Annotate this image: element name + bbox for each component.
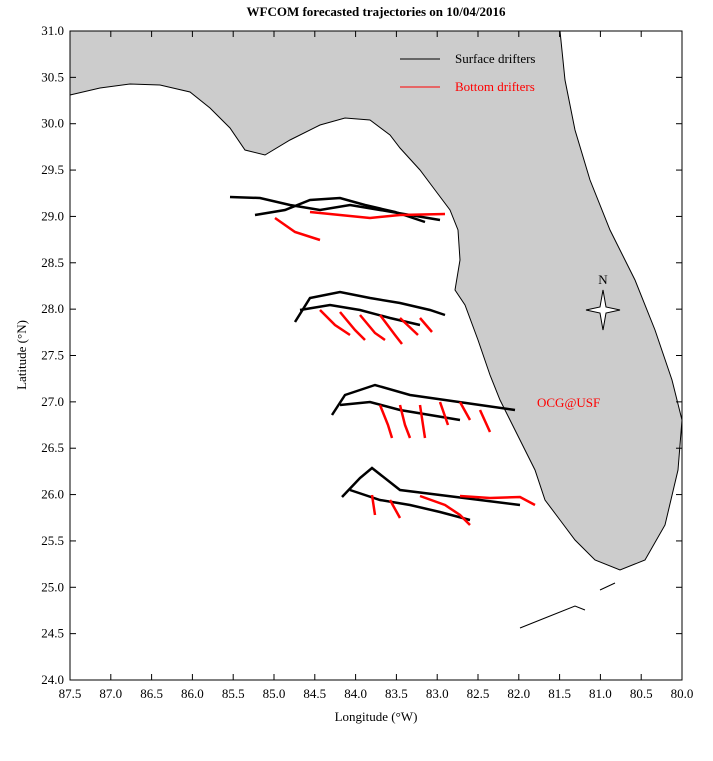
annotation: OCG@USF <box>537 395 600 410</box>
x-tick-label: 84.0 <box>344 686 367 701</box>
x-tick-label: 85.0 <box>263 686 286 701</box>
keys <box>519 582 616 629</box>
compass-label: N <box>598 272 608 287</box>
y-tick-label: 24.0 <box>41 672 64 687</box>
x-tick-label: 83.0 <box>426 686 449 701</box>
legend-label: Surface drifters <box>455 51 536 66</box>
y-tick-label: 28.5 <box>41 255 64 270</box>
x-tick-label: 80.0 <box>671 686 694 701</box>
y-tick-label: 29.5 <box>41 162 64 177</box>
x-tick-label: 81.5 <box>548 686 571 701</box>
y-axis-label: Latitude (°N) <box>14 320 29 390</box>
y-tick-label: 24.5 <box>41 626 64 641</box>
x-tick-label: 82.0 <box>507 686 530 701</box>
land <box>69 30 683 571</box>
compass <box>585 289 621 331</box>
bottom-tracks <box>274 210 536 526</box>
x-tick-label: 85.5 <box>222 686 245 701</box>
x-axis-label: Longitude (°W) <box>335 709 418 724</box>
chart-title: WFCOM forecasted trajectories on 10/04/2… <box>247 4 506 19</box>
y-tick-label: 25.0 <box>41 579 64 594</box>
x-tick-label: 86.0 <box>181 686 204 701</box>
x-tick-label: 87.0 <box>99 686 122 701</box>
y-tick-label: 26.5 <box>41 440 64 455</box>
x-tick-label: 81.0 <box>589 686 612 701</box>
x-tick-label: 82.5 <box>467 686 490 701</box>
y-tick-label: 28.0 <box>41 301 64 316</box>
x-tick-label: 80.5 <box>630 686 653 701</box>
legend-label: Bottom drifters <box>455 79 535 94</box>
y-tick-label: 25.5 <box>41 533 64 548</box>
y-tick-label: 29.0 <box>41 208 64 223</box>
x-tick-label: 84.5 <box>303 686 326 701</box>
y-tick-label: 30.5 <box>41 69 64 84</box>
y-tick-label: 31.0 <box>41 23 64 38</box>
x-tick-label: 86.5 <box>140 686 163 701</box>
y-tick-label: 27.5 <box>41 348 64 363</box>
y-tick-label: 27.0 <box>41 394 64 409</box>
x-tick-label: 87.5 <box>59 686 82 701</box>
x-tick-label: 83.5 <box>385 686 408 701</box>
y-tick-label: 26.0 <box>41 487 64 502</box>
y-tick-label: 30.0 <box>41 116 64 131</box>
